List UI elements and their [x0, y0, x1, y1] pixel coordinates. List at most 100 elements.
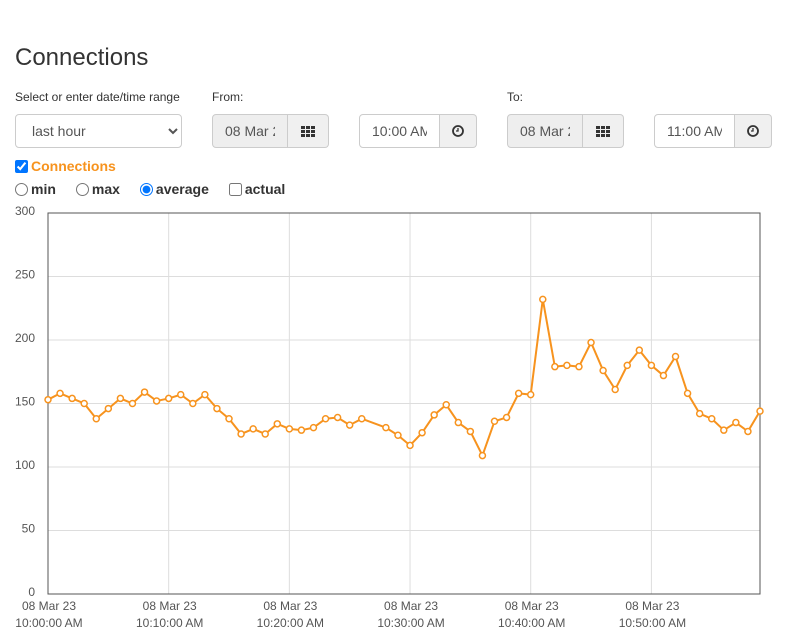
data-point [599, 366, 607, 375]
range-select[interactable]: last hour [15, 114, 182, 148]
data-point [454, 418, 463, 427]
data-point [176, 390, 185, 399]
mode-input[interactable] [139, 182, 153, 196]
calendar-icon [301, 125, 315, 137]
data-point [56, 389, 64, 398]
data-point [514, 389, 523, 398]
from-time-button[interactable] [440, 114, 477, 148]
series-checkbox[interactable] [15, 159, 28, 173]
data-point [152, 397, 161, 405]
data-point [345, 421, 354, 429]
y-tick-label: 150 [15, 395, 35, 409]
mode-input[interactable] [15, 182, 28, 196]
x-tick-label: 10:30:00 AM [377, 616, 444, 630]
data-point [695, 409, 704, 418]
x-tick-label: 10:40:00 AM [498, 616, 565, 630]
data-point [744, 427, 752, 436]
mode-option[interactable]: average [139, 181, 209, 197]
data-point [490, 417, 499, 426]
data-point [116, 394, 125, 403]
series-toggle[interactable]: Connections [15, 158, 116, 174]
data-point [140, 388, 149, 396]
mode-option[interactable]: max [75, 181, 120, 197]
clock-icon [747, 125, 759, 137]
data-point [563, 361, 571, 370]
mode-options: min max average actual [15, 181, 285, 197]
data-point [720, 426, 728, 434]
data-point [587, 338, 595, 347]
data-point [164, 394, 173, 403]
mode-label: average [155, 181, 209, 197]
data-point [671, 352, 680, 361]
y-tick-label: 300 [15, 204, 35, 218]
data-point [104, 404, 113, 413]
data-point [333, 413, 342, 422]
to-date[interactable] [507, 114, 583, 148]
data-point [285, 425, 294, 433]
data-point [635, 346, 644, 354]
mode-label: max [91, 181, 120, 197]
from-label: From: [212, 90, 244, 104]
data-point [297, 426, 306, 434]
mode-input[interactable] [75, 182, 89, 196]
data-point [92, 414, 101, 423]
data-point [44, 395, 52, 404]
to-label: To: [507, 90, 524, 104]
to-time-button[interactable] [735, 114, 772, 148]
mode-option[interactable]: actual [228, 181, 285, 197]
y-tick-label: 200 [15, 331, 35, 345]
data-point [261, 430, 269, 438]
plot-border [47, 212, 761, 595]
data-point [502, 413, 511, 422]
series-line [47, 299, 761, 459]
data-point [623, 361, 632, 370]
data-point [430, 411, 438, 419]
data-point [225, 414, 233, 423]
from-date[interactable] [212, 114, 288, 148]
series-name: Connections [31, 158, 116, 174]
x-tick-label: 10:20:00 AM [257, 616, 324, 630]
data-point [466, 427, 475, 436]
mode-input[interactable] [228, 182, 242, 196]
x-tick-label: 08 Mar 23 [143, 599, 197, 613]
x-tick-label: 08 Mar 23 [22, 599, 76, 613]
y-tick-label: 50 [22, 522, 36, 536]
data-point [418, 428, 426, 437]
data-point [309, 423, 318, 432]
chart: 0 50 100 150 200 250 300 08 Mar 23 10:00:00 AM 08… [15, 204, 764, 630]
to-date-button[interactable] [583, 114, 624, 148]
data-point [551, 362, 559, 371]
from-date-button[interactable] [288, 114, 329, 148]
data-point [683, 389, 692, 398]
data-point [406, 441, 414, 450]
data-point [358, 414, 366, 423]
x-tick-label: 10:50:00 AM [619, 616, 686, 630]
data-point [659, 371, 668, 380]
mode-label: min [31, 181, 56, 197]
from-time[interactable] [359, 114, 440, 148]
y-tick-label: 0 [28, 585, 35, 599]
data-point [273, 420, 282, 428]
data-point [249, 425, 257, 433]
x-tick-label: 08 Mar 23 [625, 599, 679, 613]
clock-icon [452, 125, 464, 137]
data-point [707, 414, 716, 423]
data-point [382, 423, 390, 432]
data-point [321, 414, 330, 423]
data-point [80, 399, 88, 408]
to-time[interactable] [654, 114, 735, 148]
data-point [213, 404, 221, 413]
data-point [237, 430, 245, 438]
range-label: Select or enter date/time range [15, 90, 180, 104]
data-point [526, 390, 535, 399]
data-point [756, 407, 764, 415]
mode-option[interactable]: min [15, 181, 56, 197]
x-tick-label: 08 Mar 23 [384, 599, 438, 613]
data-point [394, 431, 402, 439]
data-point [442, 401, 450, 409]
x-tick-label: 08 Mar 23 [505, 599, 559, 613]
data-point [732, 418, 740, 427]
x-tick-label: 10:00:00 AM [15, 616, 82, 630]
data-point [128, 399, 137, 408]
